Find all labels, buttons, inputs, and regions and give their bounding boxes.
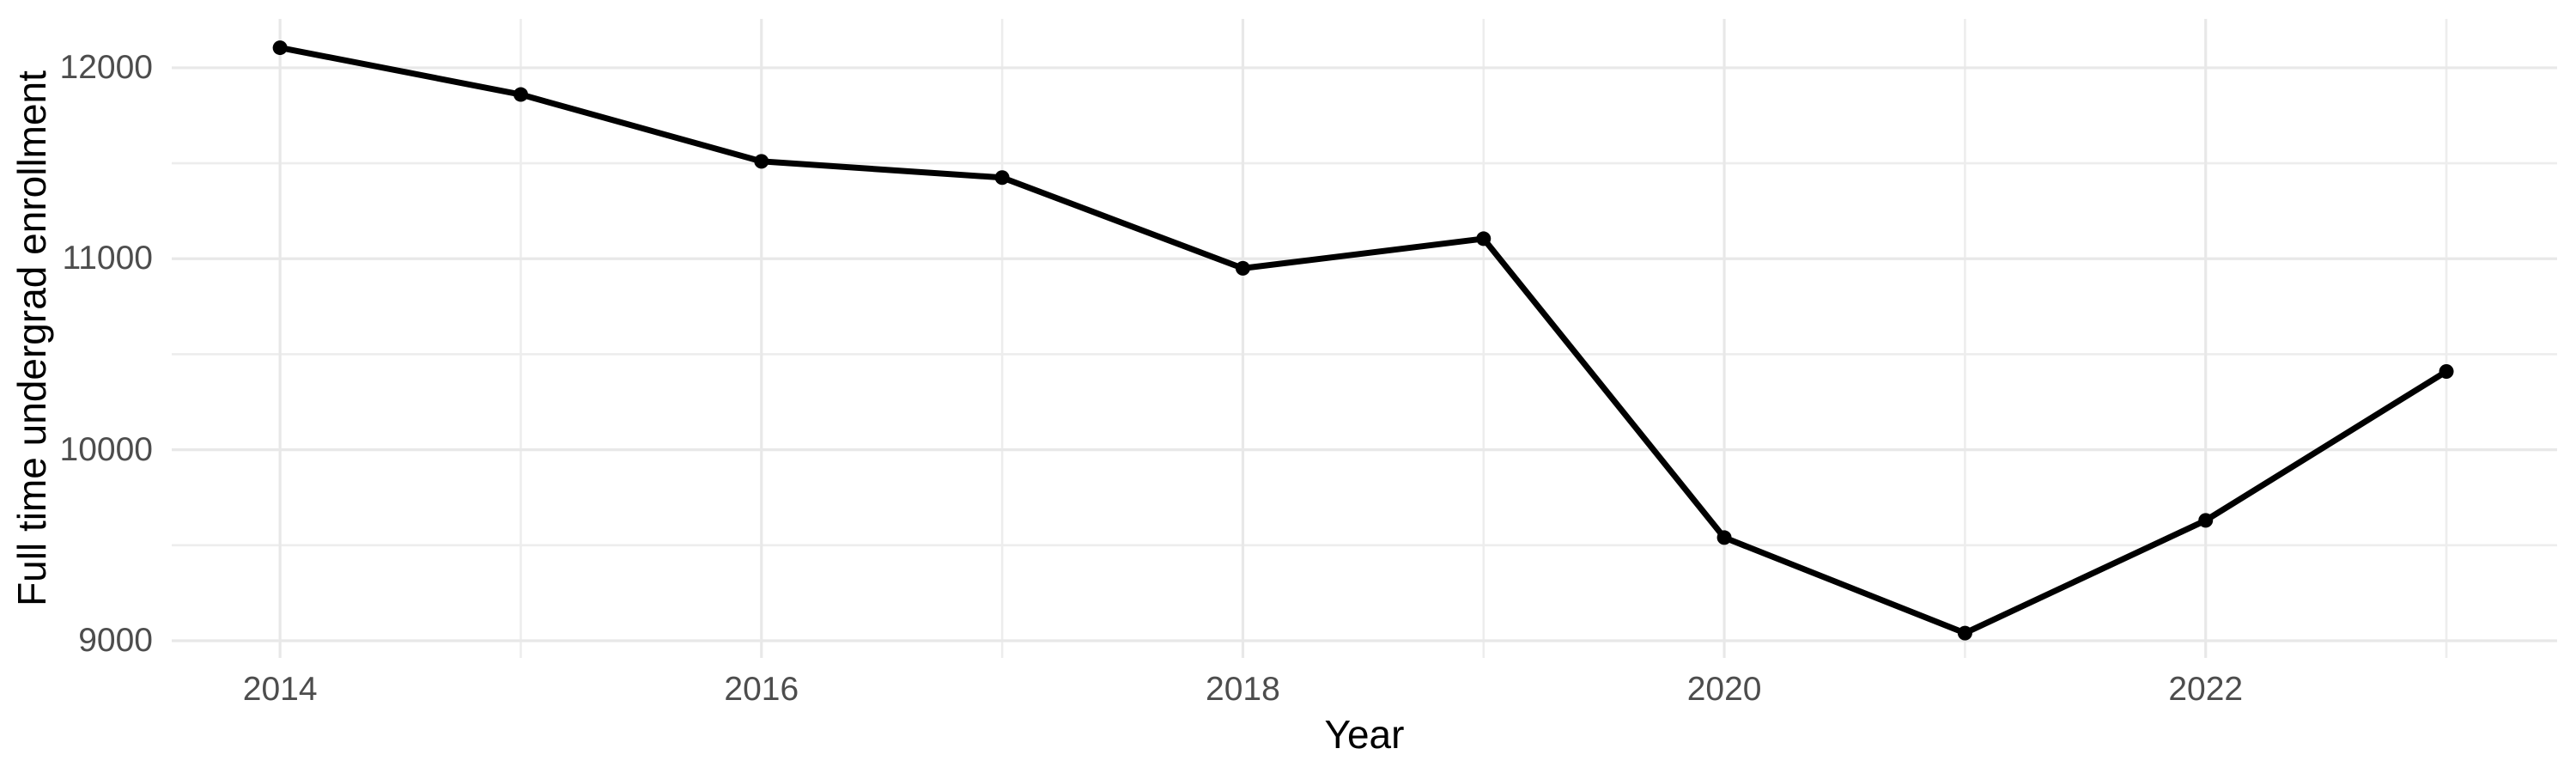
data-point: [1476, 231, 1492, 247]
data-point: [1957, 625, 1972, 641]
enrollment-trend-line: [279, 45, 2448, 636]
x-tick-label: 2020: [1686, 671, 1762, 708]
data-point: [1235, 260, 1250, 276]
y-tick-label: 9000: [78, 621, 153, 659]
y-axis-title: Full time undergrad enrollment: [9, 70, 54, 606]
y-tick-label: 10000: [59, 430, 153, 468]
data-point: [2439, 363, 2454, 379]
y-tick-label: 12000: [59, 48, 153, 86]
x-tick-label: 2018: [1206, 671, 1280, 708]
x-tick-label: 2014: [242, 671, 318, 708]
y-tick-label: 11000: [62, 240, 153, 277]
data-point: [994, 170, 1010, 186]
data-point: [754, 154, 769, 169]
plot-panel: [172, 19, 2557, 658]
data-point: [1716, 530, 1732, 545]
data-point: [272, 40, 288, 56]
data-point: [2198, 513, 2214, 528]
data-point: [513, 87, 528, 102]
x-tick-label: 2022: [2168, 671, 2244, 708]
x-axis-title: Year: [1324, 712, 1405, 757]
x-tick-label: 2016: [724, 671, 799, 708]
